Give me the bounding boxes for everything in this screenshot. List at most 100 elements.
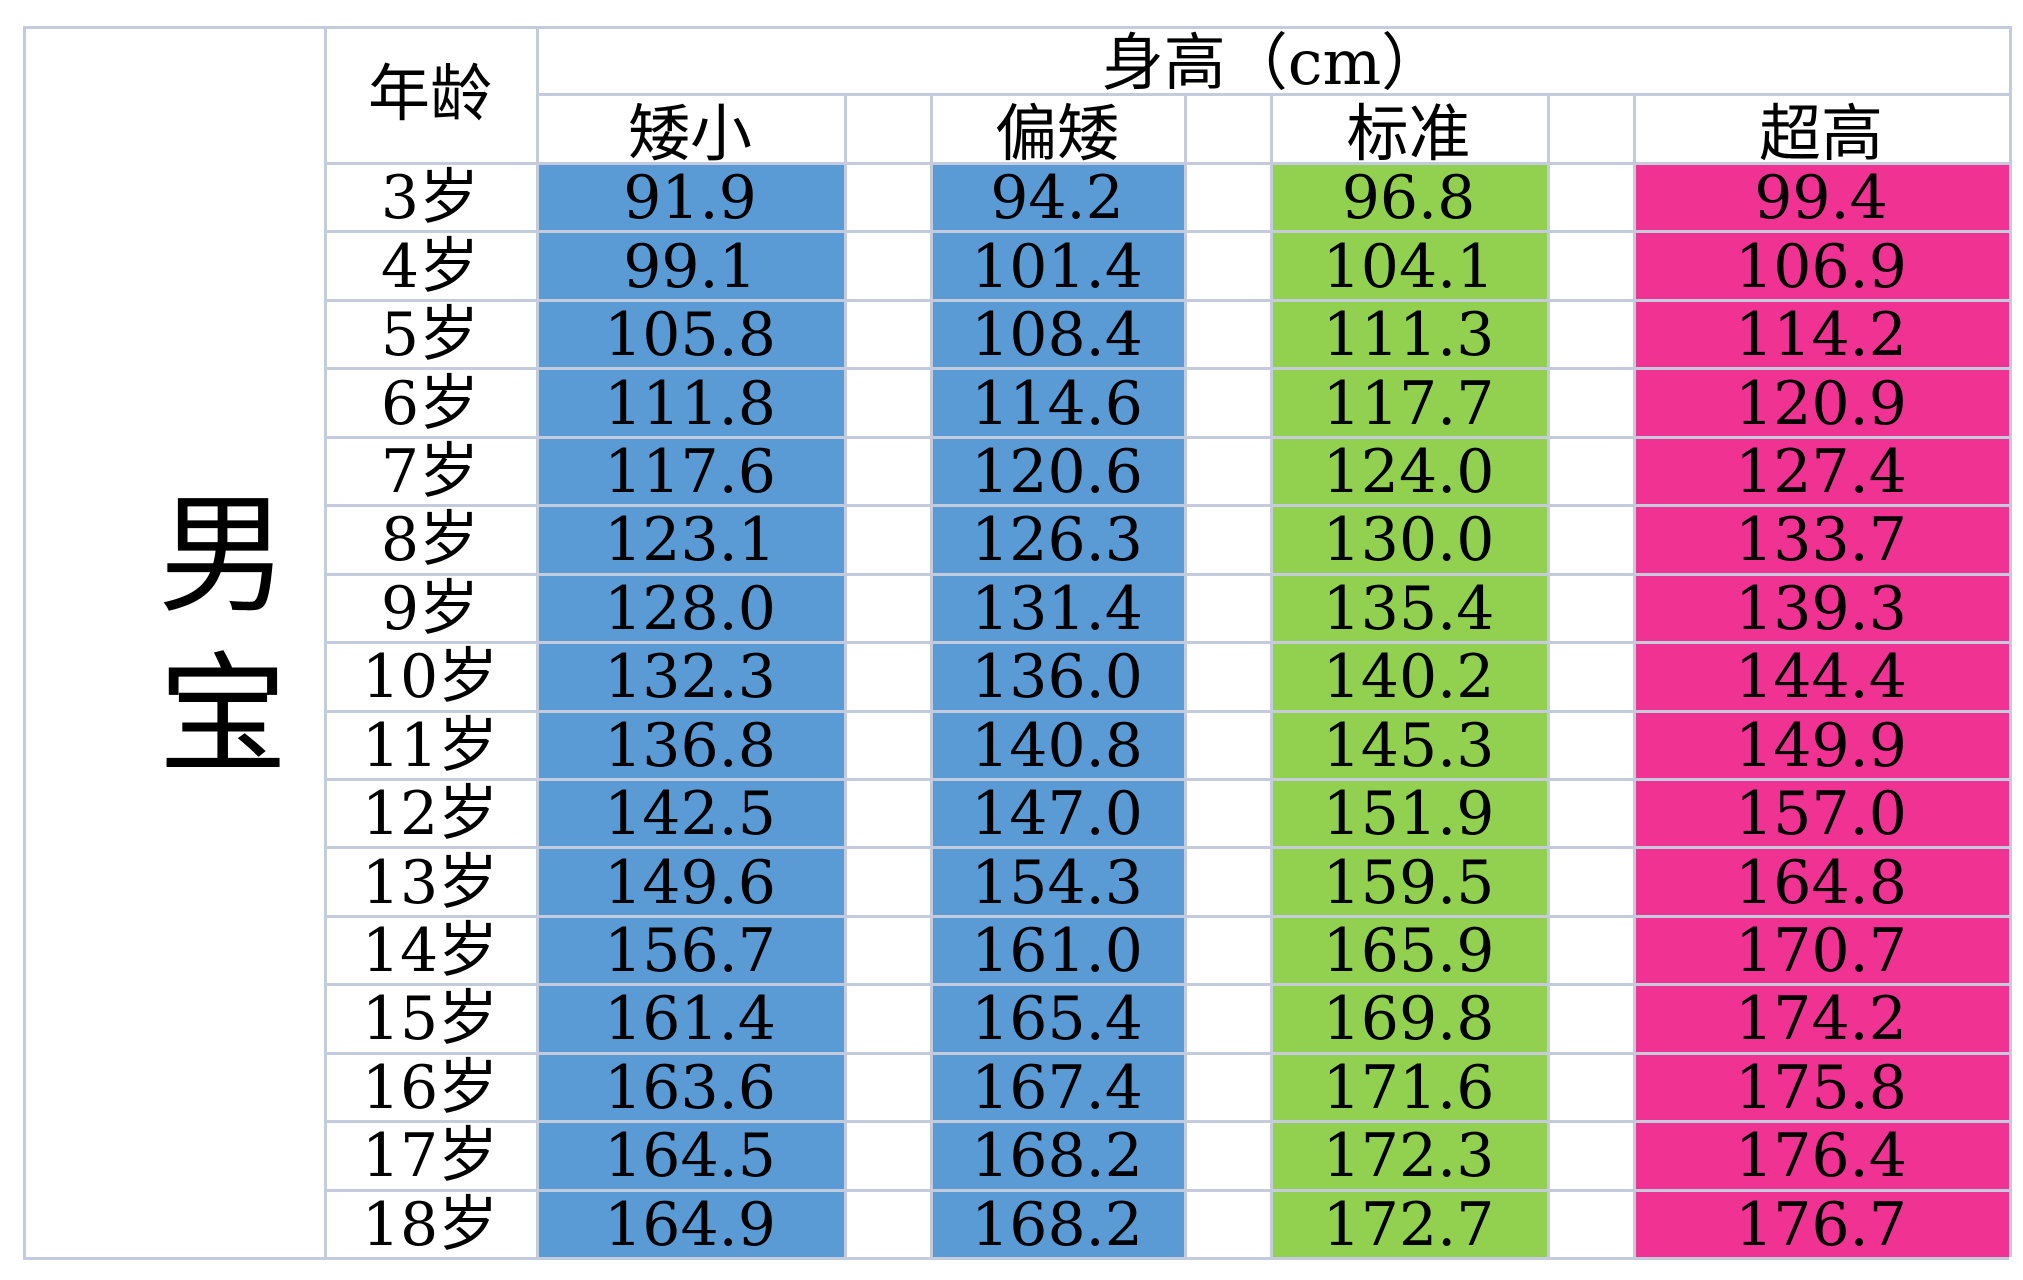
age-cell: 15岁 bbox=[361, 984, 499, 1055]
row-divider bbox=[324, 162, 2009, 165]
group-label: 男宝 bbox=[136, 486, 288, 806]
value-cell: 108.4 bbox=[971, 300, 1143, 371]
row-divider bbox=[324, 1120, 2009, 1124]
value-cell: 176.4 bbox=[1735, 1121, 1907, 1192]
value-cell: 161.4 bbox=[604, 984, 776, 1055]
value-cell: 161.0 bbox=[971, 916, 1143, 987]
value-cell: 127.4 bbox=[1735, 436, 1907, 507]
value-cell: 124.0 bbox=[1322, 436, 1495, 507]
value-cell: 136.0 bbox=[971, 642, 1143, 713]
value-cell: 94.2 bbox=[990, 163, 1124, 234]
column-divider bbox=[1547, 93, 1550, 1257]
value-cell: 165.4 bbox=[971, 984, 1143, 1055]
value-cell: 163.6 bbox=[604, 1052, 776, 1123]
age-cell: 10岁 bbox=[361, 642, 499, 713]
value-cell: 149.9 bbox=[1735, 710, 1907, 781]
value-cell: 140.8 bbox=[971, 710, 1143, 781]
age-cell: 6岁 bbox=[380, 368, 480, 439]
row-divider bbox=[324, 298, 2009, 302]
value-cell: 133.7 bbox=[1735, 505, 1907, 576]
value-cell: 167.4 bbox=[971, 1052, 1143, 1123]
column-header-2: 标准 bbox=[1346, 96, 1471, 170]
age-cell: 9岁 bbox=[380, 573, 480, 644]
value-cell: 139.3 bbox=[1735, 573, 1907, 644]
value-cell: 172.7 bbox=[1322, 1189, 1495, 1260]
age-cell: 11岁 bbox=[361, 710, 499, 781]
row-divider bbox=[324, 1188, 2009, 1192]
value-cell: 114.2 bbox=[1735, 300, 1907, 371]
row-divider bbox=[324, 504, 2009, 508]
value-cell: 140.2 bbox=[1322, 642, 1495, 713]
age-cell: 12岁 bbox=[361, 779, 499, 850]
age-cell: 16岁 bbox=[361, 1052, 499, 1123]
value-cell: 169.8 bbox=[1322, 984, 1495, 1055]
value-cell: 114.6 bbox=[971, 368, 1143, 439]
column-divider bbox=[2009, 26, 2012, 1257]
age-cell: 18岁 bbox=[361, 1189, 499, 1260]
value-cell: 172.3 bbox=[1322, 1121, 1495, 1192]
value-cell: 171.6 bbox=[1322, 1052, 1495, 1123]
row-divider bbox=[324, 367, 2009, 371]
value-cell: 145.3 bbox=[1322, 710, 1495, 781]
value-cell: 96.8 bbox=[1341, 163, 1476, 234]
value-cell: 174.2 bbox=[1735, 984, 1907, 1055]
column-divider bbox=[1633, 93, 1636, 1257]
column-divider bbox=[844, 93, 847, 1257]
value-cell: 147.0 bbox=[971, 779, 1143, 850]
column-divider bbox=[23, 26, 26, 1257]
row-divider bbox=[324, 435, 2009, 439]
row-divider bbox=[324, 709, 2009, 713]
value-cell: 168.2 bbox=[971, 1121, 1143, 1192]
border-bottom bbox=[23, 1257, 2009, 1260]
value-cell: 104.1 bbox=[1322, 231, 1495, 302]
row-divider bbox=[324, 572, 2009, 576]
value-cell: 164.9 bbox=[604, 1189, 776, 1260]
value-cell: 165.9 bbox=[1322, 916, 1495, 987]
value-cell: 156.7 bbox=[604, 916, 776, 987]
value-cell: 159.5 bbox=[1322, 847, 1495, 918]
column-divider bbox=[536, 26, 539, 1257]
column-divider bbox=[1270, 93, 1273, 1257]
column-divider bbox=[1184, 93, 1187, 1257]
row-divider bbox=[324, 1051, 2009, 1055]
value-cell: 175.8 bbox=[1735, 1052, 1907, 1123]
value-cell: 131.4 bbox=[971, 573, 1143, 644]
value-cell: 149.6 bbox=[604, 847, 776, 918]
value-cell: 164.5 bbox=[604, 1121, 776, 1192]
value-cell: 123.1 bbox=[604, 505, 776, 576]
value-cell: 132.3 bbox=[604, 642, 776, 713]
value-cell: 105.8 bbox=[604, 300, 776, 371]
value-cell: 170.7 bbox=[1735, 916, 1907, 987]
value-cell: 117.6 bbox=[604, 436, 776, 507]
age-cell: 5岁 bbox=[380, 300, 480, 371]
value-cell: 136.8 bbox=[604, 710, 776, 781]
value-cell: 130.0 bbox=[1322, 505, 1495, 576]
value-cell: 117.7 bbox=[1322, 368, 1495, 439]
value-cell: 101.4 bbox=[971, 231, 1143, 302]
value-cell: 120.6 bbox=[971, 436, 1143, 507]
value-cell: 144.4 bbox=[1735, 642, 1907, 713]
value-cell: 142.5 bbox=[604, 779, 776, 850]
value-cell: 99.4 bbox=[1754, 163, 1888, 234]
row-divider bbox=[324, 777, 2009, 781]
value-cell: 164.8 bbox=[1735, 847, 1907, 918]
age-cell: 17岁 bbox=[361, 1121, 499, 1192]
age-cell: 8岁 bbox=[380, 505, 480, 576]
value-cell: 135.4 bbox=[1322, 573, 1495, 644]
value-cell: 99.1 bbox=[623, 231, 757, 302]
row-divider bbox=[324, 641, 2009, 645]
column-divider bbox=[930, 93, 933, 1257]
value-cell: 126.3 bbox=[971, 505, 1143, 576]
value-cell: 91.9 bbox=[623, 163, 757, 234]
row-divider bbox=[324, 983, 2009, 987]
age-cell: 13岁 bbox=[361, 847, 499, 918]
value-cell: 111.3 bbox=[1322, 300, 1495, 371]
value-cell: 151.9 bbox=[1322, 779, 1495, 850]
value-cell: 106.9 bbox=[1735, 231, 1907, 302]
column-header-3: 超高 bbox=[1758, 96, 1883, 170]
border-top bbox=[23, 26, 2009, 29]
age-cell: 4岁 bbox=[380, 231, 480, 302]
row-divider bbox=[324, 846, 2009, 850]
row-divider bbox=[324, 914, 2009, 918]
value-cell: 120.9 bbox=[1735, 368, 1907, 439]
